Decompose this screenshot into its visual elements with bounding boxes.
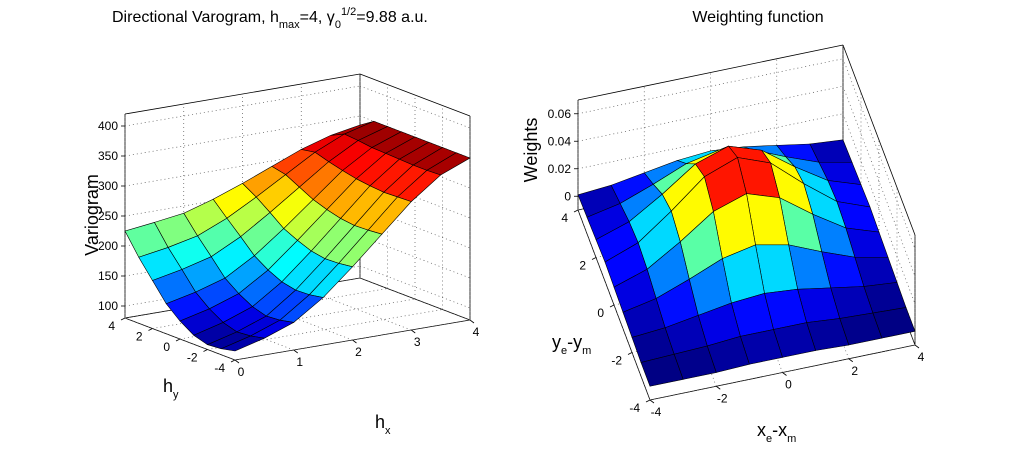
x-tick-label: 4 (473, 325, 480, 339)
x-tick-label: 0 (785, 378, 792, 392)
x-tick (649, 399, 655, 404)
x-tick-label: 2 (851, 364, 858, 378)
axis-edge (842, 44, 916, 236)
axis-edge (124, 73, 361, 115)
label-part: m (787, 433, 796, 445)
label-part: y (552, 332, 561, 352)
x-tick (469, 319, 475, 324)
label-part: x (757, 420, 766, 440)
z-tick-label: 200 (98, 239, 118, 253)
y-tick (609, 304, 615, 308)
surface-patch (220, 335, 266, 352)
y-tick (645, 399, 651, 403)
x-tick-label: 0 (238, 365, 245, 379)
y-tick (230, 359, 236, 363)
x-tick (716, 385, 721, 390)
title-part: 0 (335, 19, 341, 31)
y-tick-label: -4 (214, 361, 225, 375)
y-tick-label: -4 (629, 401, 640, 415)
x-tick-label: 3 (414, 335, 421, 349)
title-part: max (279, 19, 300, 31)
label-part: e (561, 345, 567, 357)
label-part: -x (772, 420, 787, 440)
y-tick (591, 257, 597, 260)
y-tick-label: 4 (561, 211, 568, 225)
x-tick (782, 372, 787, 376)
x-axis-label: hx (375, 412, 391, 437)
y-tick-label: 2 (136, 330, 143, 344)
z-tick-label: 0.06 (548, 107, 572, 121)
x-tick (411, 329, 416, 334)
label-part: h (163, 376, 173, 396)
z-tick-label: 300 (98, 179, 118, 193)
label-part: m (582, 345, 591, 357)
y-tick (120, 317, 126, 321)
y-tick-label: -2 (611, 354, 622, 368)
x-tick-label: -4 (651, 405, 662, 419)
label-part: y (173, 389, 179, 401)
z-tick-label: 0 (564, 189, 571, 203)
z-tick-label: 150 (98, 269, 118, 283)
y-tick-label: 4 (108, 319, 115, 333)
z-axis-label: Variogram (82, 174, 102, 256)
y-tick-label: 0 (163, 340, 170, 354)
z-tick-label: 0.02 (548, 162, 572, 176)
y-tick (203, 349, 208, 352)
y-tick-label: -2 (187, 351, 198, 365)
z-tick-label: 0.04 (548, 134, 572, 148)
label-part: x (385, 425, 391, 437)
label-part: -y (567, 332, 582, 352)
chart-title: Weighting function (692, 9, 823, 26)
title-part: =4, γ (300, 9, 335, 26)
x-tick (352, 339, 357, 344)
label-part: h (375, 412, 385, 432)
y-tick (627, 352, 633, 355)
label-part: e (766, 433, 772, 445)
y-tick (573, 209, 579, 213)
axis-edge (577, 44, 844, 101)
x-tick-label: 2 (355, 345, 362, 359)
x-tick (848, 358, 853, 363)
x-tick-label: 1 (296, 355, 303, 369)
z-tick-label: 350 (98, 149, 118, 163)
axis-edge (359, 73, 471, 117)
x-tick-label: 4 (918, 350, 925, 364)
x-axis-label: xe-xm (757, 420, 796, 445)
y-tick-label: 0 (597, 306, 604, 320)
z-tick-label: 100 (98, 299, 118, 313)
z-tick-label: 400 (98, 119, 118, 133)
x-tick (234, 359, 240, 364)
y-axis-label: ye-ym (552, 332, 591, 357)
chart-title: Directional Varogram, hmax=4, γ01/2=9.88… (112, 6, 428, 31)
x-tick-label: -2 (717, 391, 728, 405)
y-tick (148, 328, 153, 331)
x-tick (293, 349, 298, 354)
y-axis-label: hy (163, 376, 179, 401)
z-tick-label: 250 (98, 209, 118, 223)
y-tick-label: 2 (579, 259, 586, 273)
x-tick (914, 344, 920, 349)
surface-patch (640, 353, 684, 387)
y-tick (175, 338, 181, 342)
title-part: Directional Varogram, h (112, 9, 279, 26)
title-part: 1/2 (341, 6, 356, 18)
title-part: =9.88 a.u. (356, 9, 428, 26)
z-axis-label: Weights (521, 118, 541, 183)
